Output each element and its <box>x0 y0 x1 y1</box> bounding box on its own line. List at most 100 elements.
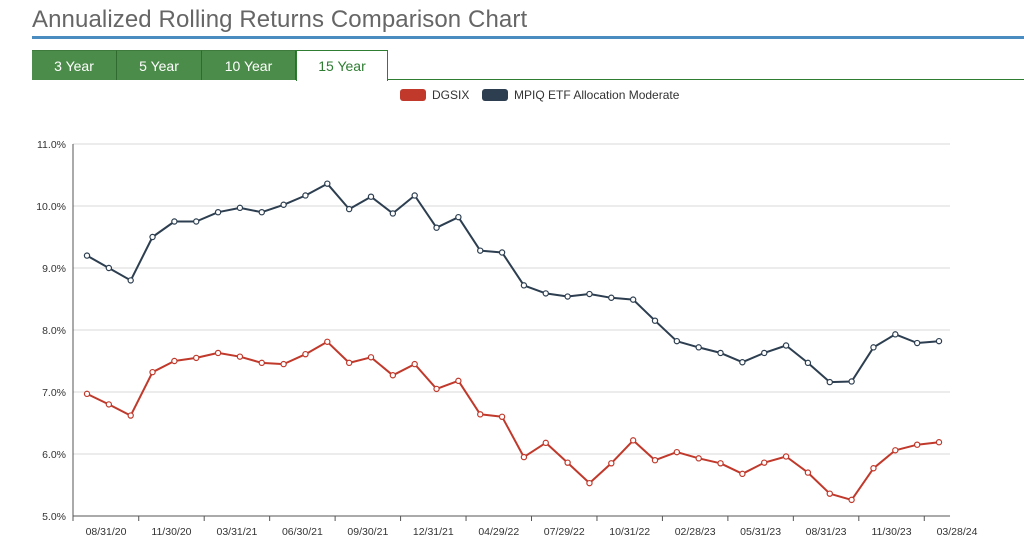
data-point-mpiq <box>935 337 943 345</box>
data-point-dgsix <box>367 354 375 361</box>
data-point-mpiq <box>892 331 899 338</box>
data-point-mpiq <box>258 208 265 216</box>
tab-3-year[interactable]: 3 Year <box>32 50 117 80</box>
data-point-dgsix <box>411 360 418 368</box>
data-point-mpiq <box>804 359 812 367</box>
data-point-dgsix <box>586 479 593 487</box>
data-point-mpiq <box>411 192 418 199</box>
x-tick-label: 07/29/22 <box>544 526 585 538</box>
tab-10-year[interactable]: 10 Year <box>202 50 296 80</box>
data-point-mpiq <box>629 296 637 303</box>
data-point-mpiq <box>913 339 921 347</box>
data-point-dgsix <box>608 460 615 467</box>
data-point-mpiq <box>848 378 855 385</box>
period-tabs: 3 Year 5 Year 10 Year 15 Year <box>32 50 1024 81</box>
data-point-dgsix <box>782 453 790 460</box>
data-point-dgsix <box>193 354 200 362</box>
data-point-mpiq <box>236 204 244 212</box>
data-point-dgsix <box>498 413 506 420</box>
data-point-mpiq <box>739 359 746 366</box>
data-point-dgsix <box>913 441 921 448</box>
data-point-mpiq <box>171 218 178 225</box>
data-point-mpiq <box>542 290 549 297</box>
x-tick-label: 08/31/23 <box>806 526 847 538</box>
data-point-mpiq <box>608 294 615 301</box>
data-point-mpiq <box>761 349 768 357</box>
data-point-mpiq <box>367 193 375 200</box>
x-tick-label: 11/30/23 <box>871 526 911 538</box>
data-point-mpiq <box>717 349 724 357</box>
legend-swatch-mpiq <box>482 89 508 101</box>
data-point-dgsix <box>564 459 571 466</box>
y-tick-label: 9.0% <box>42 263 66 275</box>
data-point-dgsix <box>695 455 702 462</box>
data-point-mpiq <box>83 252 91 259</box>
title-divider <box>32 36 1024 39</box>
data-point-mpiq <box>586 290 593 298</box>
data-point-dgsix <box>761 459 768 466</box>
data-point-mpiq <box>673 337 681 345</box>
data-point-dgsix <box>935 439 943 446</box>
tab-15-year[interactable]: 15 Year <box>296 50 388 81</box>
tab-baseline <box>387 79 1024 80</box>
data-point-mpiq <box>455 213 462 221</box>
data-point-dgsix <box>477 411 484 418</box>
x-tick-label: 09/30/21 <box>347 526 388 538</box>
data-point-dgsix <box>345 359 353 367</box>
data-point-dgsix <box>848 496 855 504</box>
y-tick-label: 6.0% <box>42 449 66 461</box>
data-point-dgsix <box>389 372 397 379</box>
x-tick-label: 03/28/24 <box>937 526 978 538</box>
data-point-dgsix <box>542 439 549 447</box>
data-point-dgsix <box>892 447 899 454</box>
data-point-mpiq <box>280 201 287 208</box>
data-point-dgsix <box>455 377 462 385</box>
x-tick-label: 02/28/23 <box>675 526 716 538</box>
x-tick-label: 08/31/20 <box>86 526 127 538</box>
rolling-returns-chart: 5.0% 6.0% 7.0% 8.0% 9.0% 10.0% 11.0% 08/31/20 11… <box>36 139 978 538</box>
data-point-dgsix <box>739 470 746 478</box>
y-tick-label: 10.0% <box>36 201 66 213</box>
data-point-dgsix <box>673 448 681 456</box>
x-tick-label: 04/29/22 <box>478 526 519 538</box>
legend-item-dgsix[interactable]: DGSIX <box>400 88 469 102</box>
data-point-mpiq <box>782 342 790 349</box>
legend-swatch-dgsix <box>400 89 426 101</box>
page-title: Annualized Rolling Returns Comparison Ch… <box>32 6 528 33</box>
data-point-dgsix <box>127 412 134 419</box>
data-point-mpiq <box>870 344 877 351</box>
data-point-dgsix <box>214 349 222 357</box>
tab-5-year[interactable]: 5 Year <box>117 50 202 80</box>
data-point-mpiq <box>127 277 134 284</box>
series-line-dgsix <box>86 340 940 501</box>
data-point-mpiq <box>389 210 397 217</box>
y-tick-label: 8.0% <box>42 325 66 337</box>
data-point-mpiq <box>477 247 484 254</box>
data-point-mpiq <box>651 317 659 324</box>
data-point-mpiq <box>149 233 156 241</box>
data-point-mpiq <box>345 205 353 213</box>
data-point-dgsix <box>171 357 178 365</box>
x-tick-label: 10/31/22 <box>609 526 650 538</box>
data-point-mpiq <box>520 282 528 289</box>
data-point-dgsix <box>324 338 331 345</box>
data-point-dgsix <box>717 460 724 467</box>
y-tick-label: 5.0% <box>42 511 66 523</box>
legend-label-mpiq: MPIQ ETF Allocation Moderate <box>514 88 680 102</box>
x-tick-label: 11/30/20 <box>151 526 191 538</box>
legend-item-mpiq[interactable]: MPIQ ETF Allocation Moderate <box>482 88 679 102</box>
data-point-dgsix <box>870 465 877 472</box>
data-point-mpiq <box>105 264 113 272</box>
data-point-dgsix <box>433 385 440 393</box>
legend-label-dgsix: DGSIX <box>432 88 470 102</box>
data-point-dgsix <box>651 457 659 464</box>
data-point-dgsix <box>302 350 309 358</box>
data-point-mpiq <box>193 218 200 225</box>
data-point-dgsix <box>258 359 265 367</box>
x-tick-label: 12/31/21 <box>413 526 454 538</box>
y-tick-label: 7.0% <box>42 387 66 399</box>
data-point-mpiq <box>302 192 309 199</box>
data-point-dgsix <box>280 360 287 368</box>
data-point-mpiq <box>324 180 331 187</box>
series-line-mpiq <box>86 182 940 384</box>
